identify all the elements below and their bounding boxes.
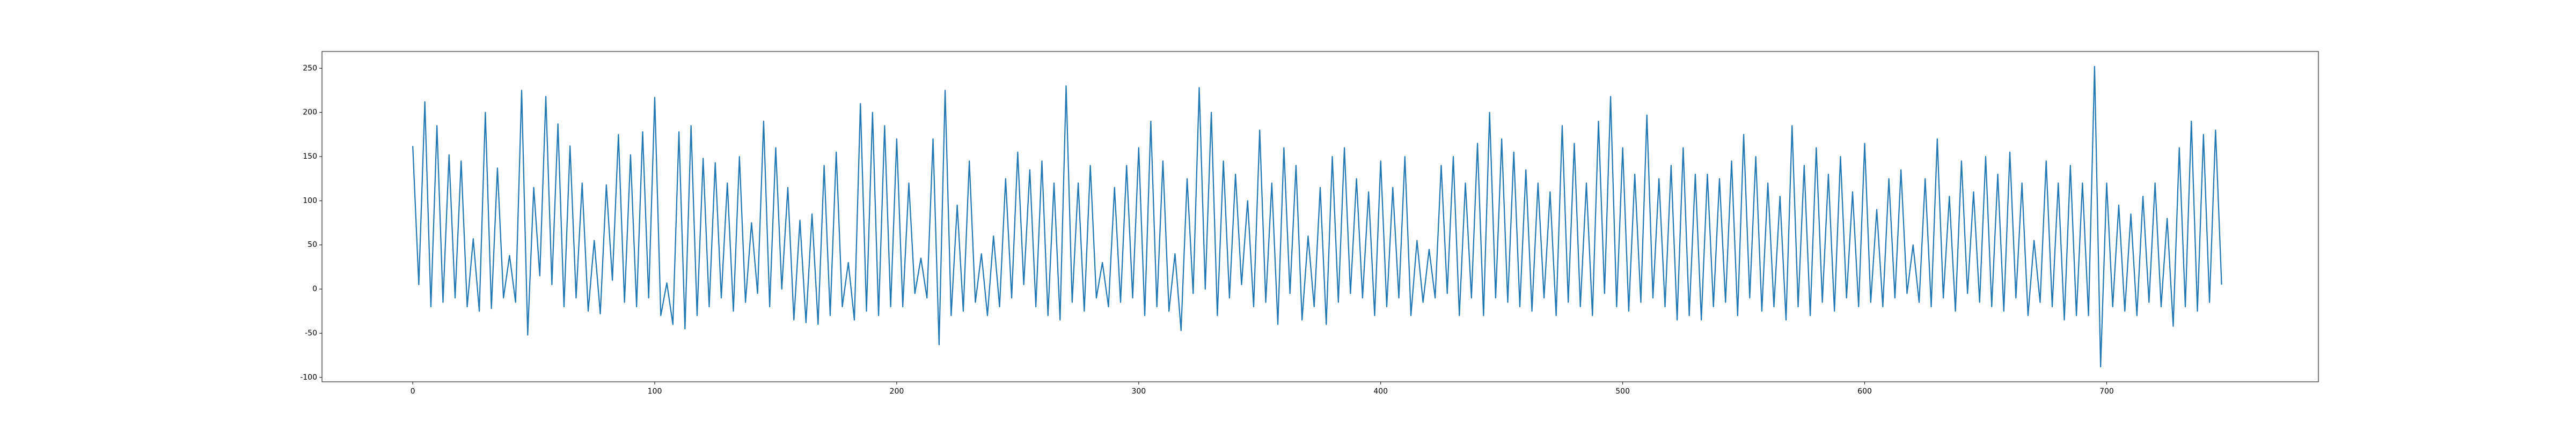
x-tick-label: 0: [411, 387, 415, 396]
y-tick-label: 50: [308, 241, 317, 249]
x-tick-label: 100: [648, 387, 662, 396]
x-tick-label: 400: [1373, 387, 1388, 396]
plot-frame: [321, 51, 2319, 382]
x-tick-label: 500: [1615, 387, 1630, 396]
y-tick-label: 150: [303, 152, 317, 161]
x-tick-label: 200: [890, 387, 904, 396]
x-tick-label: 300: [1131, 387, 1146, 396]
x-tick-label: 700: [2099, 387, 2114, 396]
y-tick-label: 0: [312, 285, 317, 293]
data-line: [412, 65, 2222, 368]
x-tick-label: 600: [1857, 387, 1872, 396]
y-tick-label: 200: [303, 108, 317, 117]
y-tick-label: -100: [300, 373, 317, 382]
y-tick-label: 100: [303, 196, 317, 205]
y-tick-label: 250: [303, 64, 317, 72]
y-tick-label: -50: [305, 329, 317, 337]
